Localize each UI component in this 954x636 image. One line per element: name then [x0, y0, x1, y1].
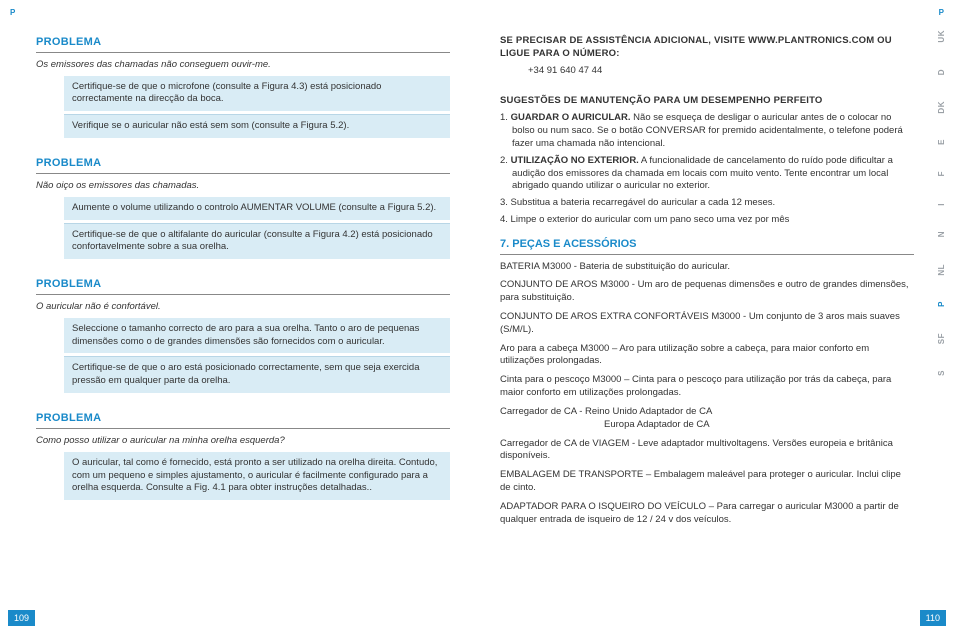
accessory-item: Cinta para o pescoço M3000 – Cinta para …: [500, 374, 914, 400]
problem-answer: Certifique-se de que o microfone (consul…: [64, 76, 450, 112]
problem-block-3: PROBLEMA Como posso utilizar o auricular …: [36, 411, 450, 500]
problem-question: Os emissores das chamadas não conseguem …: [36, 59, 450, 72]
side-tab-dk[interactable]: DK: [937, 101, 948, 114]
problem-answer: Certifique-se de que o aro está posicion…: [64, 356, 450, 393]
side-language-tabs: UK D DK E F I N NL P SF S: [937, 30, 948, 376]
problem-answer: Verifique se o auricular não está sem so…: [64, 114, 450, 138]
two-column-layout: PROBLEMA Os emissores das chamadas não co…: [36, 35, 914, 532]
problem-heading: PROBLEMA: [36, 277, 450, 295]
problem-heading: PROBLEMA: [36, 411, 450, 429]
accessory-item: ADAPTADOR PARA O ISQUEIRO DO VEÍCULO – P…: [500, 501, 914, 527]
side-tab-uk[interactable]: UK: [937, 30, 948, 43]
page-number-right: 110: [920, 610, 946, 626]
accessory-item: Aro para a cabeça M3000 – Aro para utili…: [500, 343, 914, 369]
problem-heading: PROBLEMA: [36, 35, 450, 53]
problem-block-0: PROBLEMA Os emissores das chamadas não co…: [36, 35, 450, 138]
side-tab-s[interactable]: S: [937, 370, 948, 376]
problem-heading: PROBLEMA: [36, 156, 450, 174]
accessory-item: CONJUNTO DE AROS M3000 - Um aro de peque…: [500, 279, 914, 305]
accessory-item: Carregador de CA - Reino Unido Adaptador…: [500, 406, 914, 419]
problem-block-1: PROBLEMA Não oiço os emissores das chamad…: [36, 156, 450, 259]
page-header-right: P: [939, 8, 944, 19]
side-tab-p[interactable]: P: [937, 301, 948, 307]
page-header-left: P: [10, 8, 15, 19]
problem-answer: Seleccione o tamanho correcto de aro par…: [64, 318, 450, 354]
problem-answer: Aumente o volume utilizando o controlo A…: [64, 197, 450, 220]
maintenance-item: 2. UTILIZAÇÃO NO EXTERIOR. A funcionalid…: [500, 155, 914, 193]
right-column: SE PRECISAR DE ASSISTÊNCIA ADICIONAL, VI…: [500, 35, 914, 532]
assist-header: SE PRECISAR DE ASSISTÊNCIA ADICIONAL, VI…: [500, 35, 914, 61]
problem-answer: Certifique-se de que o altifalante do au…: [64, 223, 450, 260]
maintenance-item: 1. GUARDAR O AURICULAR. Não se esqueça d…: [500, 112, 914, 150]
accessory-item-sub: Europa Adaptador de CA: [604, 419, 914, 432]
side-tab-sf[interactable]: SF: [937, 333, 948, 344]
maintenance-list: 1. GUARDAR O AURICULAR. Não se esqueça d…: [500, 112, 914, 227]
side-tab-nl[interactable]: NL: [937, 264, 948, 276]
problem-answer: O auricular, tal como é fornecido, está …: [64, 452, 450, 500]
section-7-heading: 7. PEÇAS E ACESSÓRIOS: [500, 237, 914, 255]
side-tab-f[interactable]: F: [937, 171, 948, 176]
side-tab-i[interactable]: I: [937, 203, 948, 206]
problem-question: Como posso utilizar o auricular na minha…: [36, 435, 450, 448]
problem-block-2: PROBLEMA O auricular não é confortável. Se…: [36, 277, 450, 393]
side-tab-n[interactable]: N: [937, 231, 948, 237]
accessory-item: Carregador de CA de VIAGEM - Leve adapta…: [500, 438, 914, 464]
problem-question: O auricular não é confortável.: [36, 301, 450, 314]
maintenance-item: 4. Limpe o exterior do auricular com um …: [500, 214, 914, 227]
left-column: PROBLEMA Os emissores das chamadas não co…: [36, 35, 450, 532]
page-number-left: 109: [8, 610, 35, 626]
side-tab-d[interactable]: D: [937, 69, 948, 75]
assist-phone: +34 91 640 47 44: [528, 65, 914, 78]
maintenance-header: SUGESTÕES DE MANUTENÇÃO PARA UM DESEMPEN…: [500, 95, 914, 108]
maintenance-item: 3. Substitua a bateria recarregável do a…: [500, 197, 914, 210]
side-tab-e[interactable]: E: [937, 139, 948, 145]
accessory-item: BATERIA M3000 - Bateria de substituição …: [500, 261, 914, 274]
accessory-item: CONJUNTO DE AROS EXTRA CONFORTÁVEIS M300…: [500, 311, 914, 337]
problem-question: Não oiço os emissores das chamadas.: [36, 180, 450, 193]
accessory-item: EMBALAGEM DE TRANSPORTE – Embalagem male…: [500, 469, 914, 495]
